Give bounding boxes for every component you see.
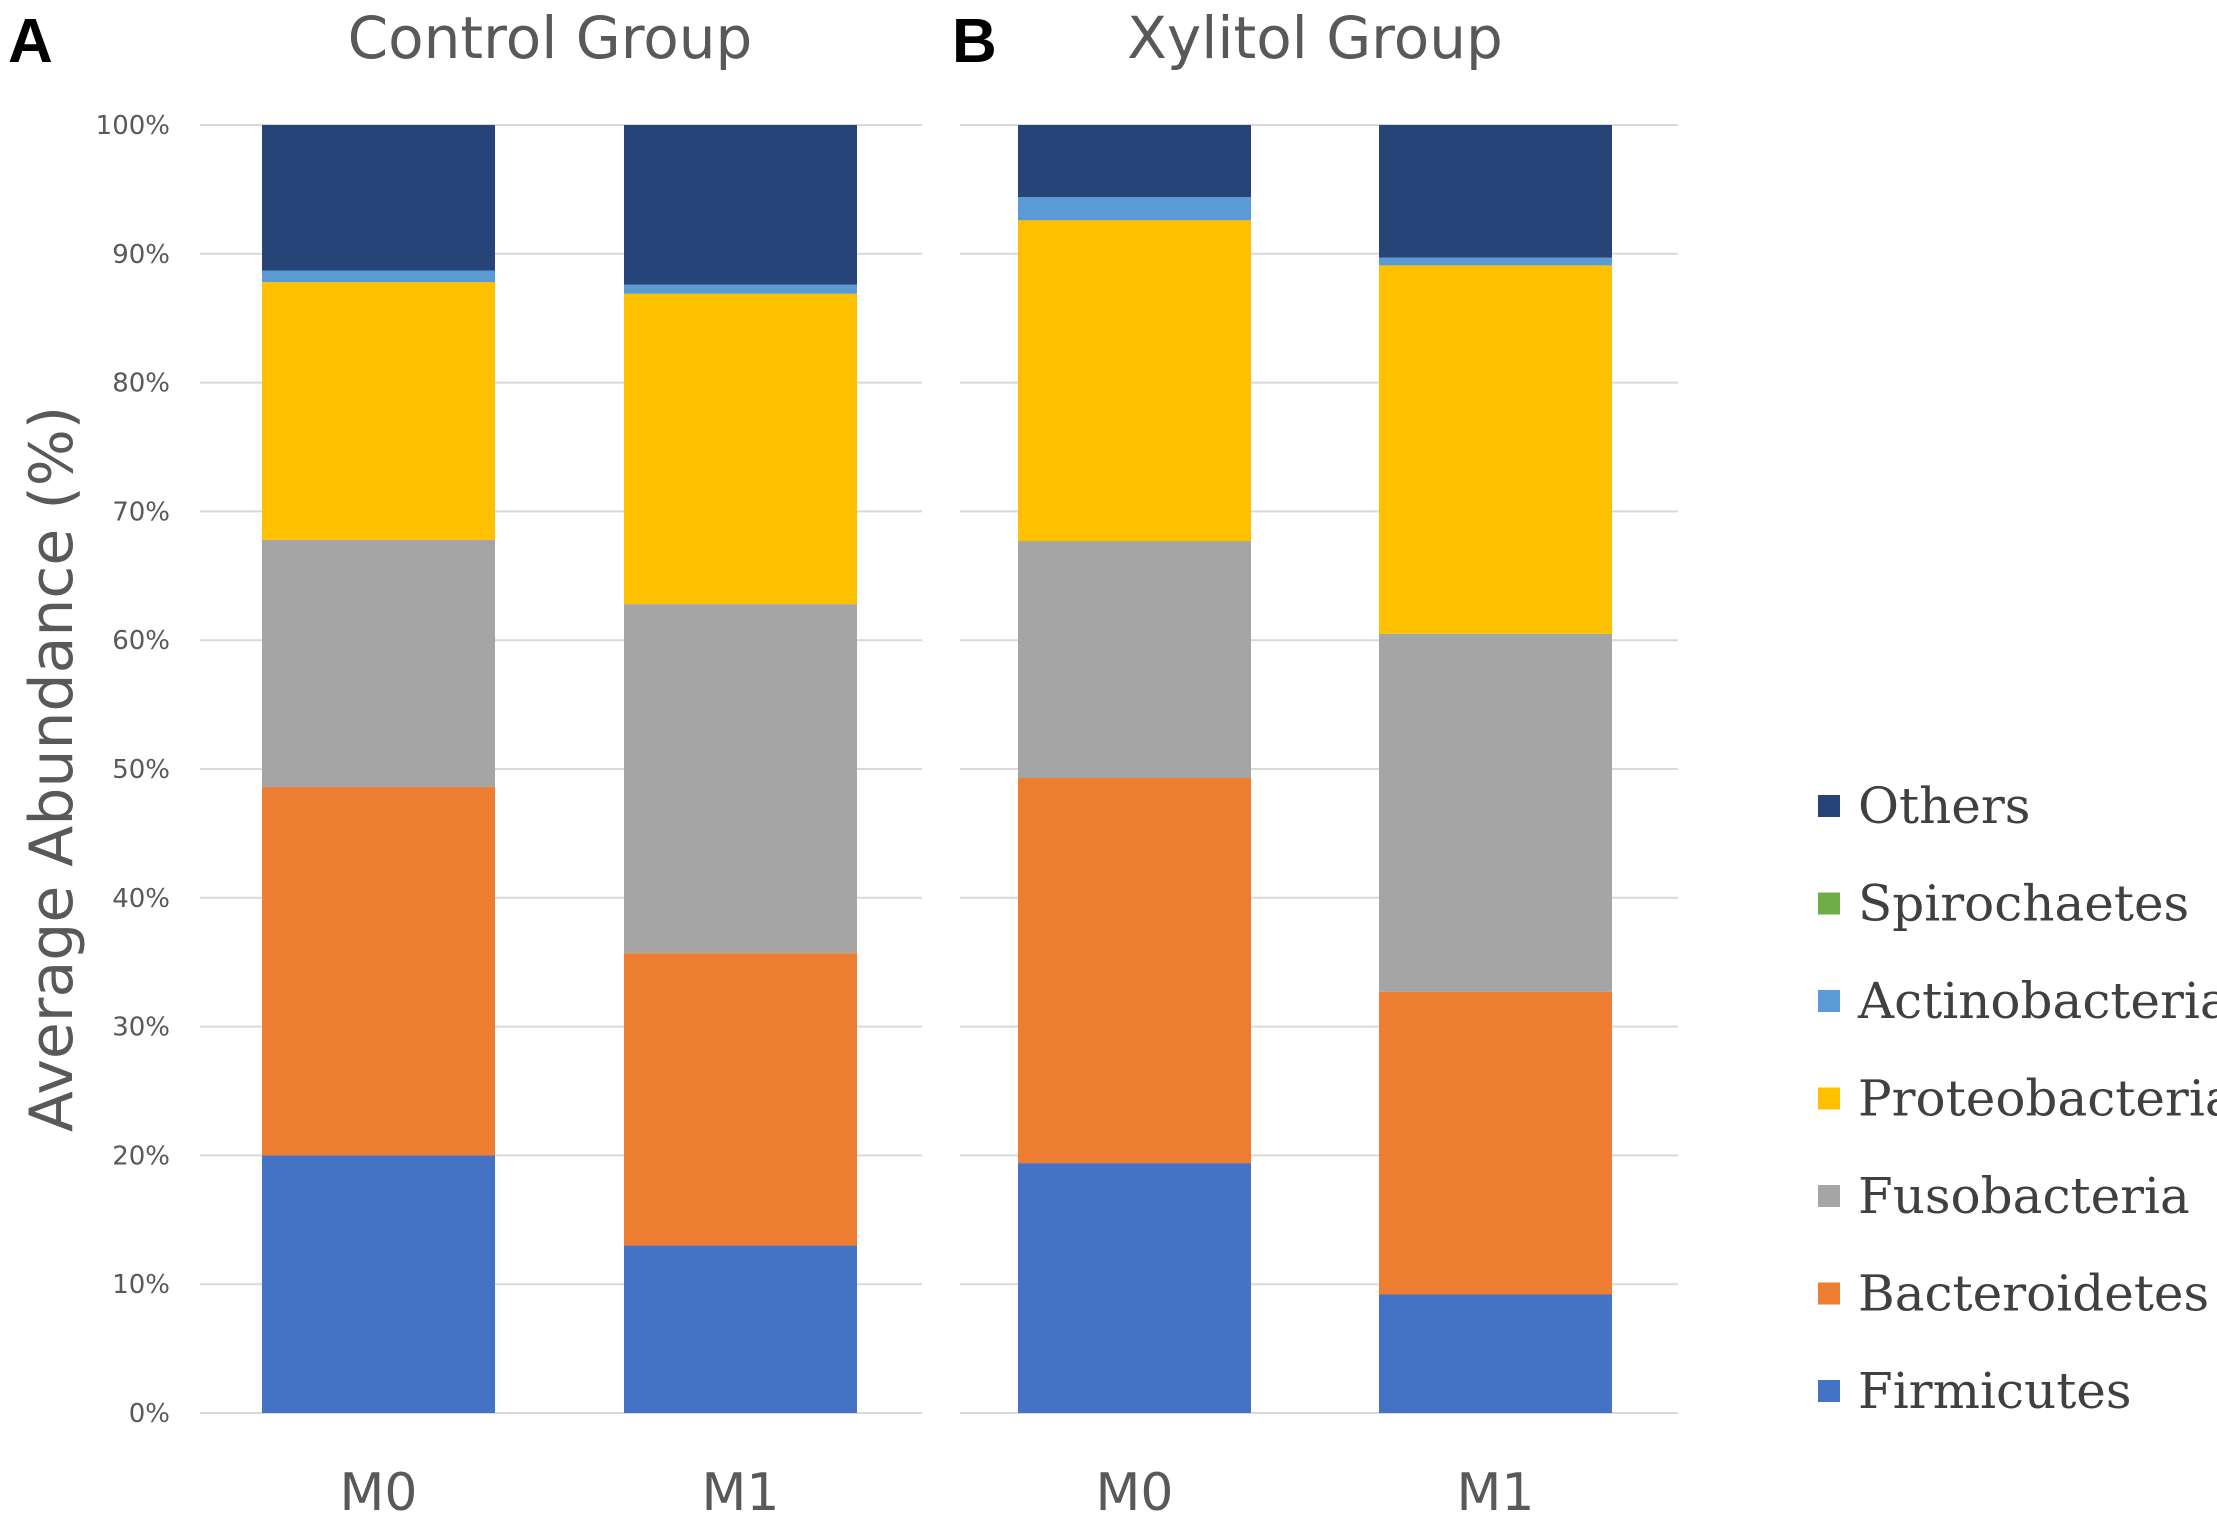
legend-swatch xyxy=(1818,990,1840,1012)
y-axis-label: Average Abundance (%) xyxy=(17,406,87,1132)
legend-label: Firmicutes xyxy=(1858,1362,2132,1420)
legend-item-proteobacteria: Proteobacteria xyxy=(1818,1070,2217,1128)
bar-segment-proteobacteria-m0 xyxy=(1018,220,1251,542)
y-tick-label: 60% xyxy=(112,626,170,656)
y-tick-label: 50% xyxy=(112,755,170,785)
bar-segment-proteobacteria-m1 xyxy=(1379,265,1612,634)
bar-segment-fusobacteria-m0 xyxy=(1018,541,1251,779)
bar-segment-actinobacteria-m0 xyxy=(262,270,495,283)
bar-segment-bacteroidetes-m0 xyxy=(1018,778,1251,1164)
y-tick-label: 100% xyxy=(96,111,170,141)
legend-swatch xyxy=(1818,1185,1840,1207)
legend-label: Others xyxy=(1858,777,2030,835)
bar-segment-fusobacteria-m1 xyxy=(1379,633,1612,992)
legend-label: Spirochaetes xyxy=(1858,875,2189,933)
bar-segment-fusobacteria-m0 xyxy=(262,539,495,788)
y-tick-label: 80% xyxy=(112,369,170,399)
bar-segment-others-m1 xyxy=(1379,125,1612,258)
bar-segment-bacteroidetes-m1 xyxy=(624,953,857,1246)
bar-segment-firmicutes-m1 xyxy=(624,1245,857,1413)
legend-swatch xyxy=(1818,795,1840,817)
legend: Others Spirochaetes Actinobacteria Proteoba… xyxy=(1818,777,2217,1420)
bar-segment-fusobacteria-m1 xyxy=(624,604,857,954)
y-tick-label: 90% xyxy=(112,240,170,270)
bar-segment-firmicutes-m0 xyxy=(1018,1163,1251,1413)
panel-label-a: A xyxy=(8,7,53,76)
legend-swatch xyxy=(1818,1087,1840,1110)
chart-panels: Average Abundance (%) A Control Group 0% 10%… xyxy=(8,4,1678,1520)
legend-label: Fusobacteria xyxy=(1858,1167,2190,1225)
legend-item-firmicutes: Firmicutes xyxy=(1818,1362,2132,1420)
panel-control-group: A Control Group 0% 10% 20% 30% 40% 50% 60% 70% 80%… xyxy=(8,4,922,1520)
x-tick-label-m1: M1 xyxy=(1457,1463,1535,1520)
bar-segment-actinobacteria-m1 xyxy=(1379,257,1612,266)
legend-item-actinobacteria: Actinobacteria xyxy=(1818,972,2217,1030)
bar-segment-proteobacteria-m0 xyxy=(262,282,495,540)
bar-segment-firmicutes-m0 xyxy=(262,1155,495,1413)
y-tick-label: 0% xyxy=(129,1399,170,1429)
panel-label-b: B xyxy=(952,7,997,76)
legend-item-bacteroidetes: Bacteroidetes xyxy=(1818,1265,2209,1323)
legend-label: Bacteroidetes xyxy=(1858,1265,2209,1323)
panel-title: Control Group xyxy=(348,4,753,72)
legend-label: Actinobacteria xyxy=(1857,972,2217,1030)
legend-swatch xyxy=(1818,1282,1840,1305)
x-tick-label-m0: M0 xyxy=(1096,1463,1174,1520)
bar-segment-others-m0 xyxy=(1018,125,1251,198)
bar-segment-others-m1 xyxy=(624,125,857,285)
bar-segment-actinobacteria-m1 xyxy=(624,284,857,294)
legend-swatch xyxy=(1818,892,1840,915)
x-tick-label-m0: M0 xyxy=(340,1463,418,1520)
panel-xylitol-group: B Xylitol Group M0 M1 xyxy=(952,4,1678,1520)
x-tick-label-m1: M1 xyxy=(702,1463,780,1520)
bar-segment-bacteroidetes-m0 xyxy=(262,787,495,1156)
bar-segment-others-m0 xyxy=(262,125,495,271)
legend-label: Proteobacteria xyxy=(1858,1070,2217,1128)
bar-segment-firmicutes-m1 xyxy=(1379,1294,1612,1413)
legend-item-others: Others xyxy=(1818,777,2030,835)
legend-item-fusobacteria: Fusobacteria xyxy=(1818,1167,2190,1225)
y-tick-label: 70% xyxy=(112,497,170,527)
bar-segment-actinobacteria-m0 xyxy=(1018,197,1251,221)
bar-segment-proteobacteria-m1 xyxy=(624,293,857,605)
legend-swatch xyxy=(1818,1380,1840,1402)
bar-segment-bacteroidetes-m1 xyxy=(1379,991,1612,1295)
y-tick-label: 20% xyxy=(112,1141,170,1171)
y-tick-label: 10% xyxy=(112,1270,170,1300)
legend-item-spirochaetes: Spirochaetes xyxy=(1818,875,2189,933)
panel-title: Xylitol Group xyxy=(1127,4,1503,72)
y-tick-label: 40% xyxy=(112,884,170,914)
y-tick-label: 30% xyxy=(112,1013,170,1043)
